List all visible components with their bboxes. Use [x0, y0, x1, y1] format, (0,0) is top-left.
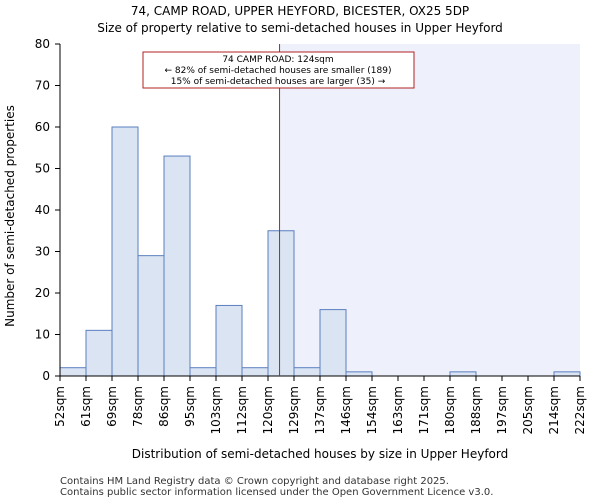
y-tick-label: 10: [35, 328, 50, 342]
x-tick-label: 163sqm: [391, 386, 405, 434]
bar-103sqm: [215, 304, 243, 377]
x-tick-label: 95sqm: [183, 386, 197, 427]
x-tick-label: 78sqm: [131, 386, 145, 427]
y-tick-label: 30: [35, 245, 50, 259]
x-tick-label: 205sqm: [521, 386, 535, 434]
x-tick-label: 137sqm: [313, 386, 327, 434]
chart-title-line2: Size of property relative to semi-detach…: [97, 21, 503, 35]
x-tick-label: 197sqm: [495, 386, 509, 434]
x-tick-label: 112sqm: [235, 386, 249, 434]
annotation-box: [142, 51, 415, 89]
x-tick-label: 222sqm: [573, 386, 587, 434]
y-tick-label: 0: [42, 369, 50, 383]
y-axis-label: Number of semi-detached properties: [3, 105, 17, 327]
bar-137sqm: [319, 309, 347, 377]
annotation-line3: 15% of semi-detached houses are larger (…: [171, 77, 386, 87]
bar-95sqm: [189, 367, 217, 377]
bar-146sqm: [345, 371, 373, 377]
bar-52sqm: [59, 367, 87, 377]
y-tick-label: 20: [35, 286, 50, 300]
chart-title-line1: 74, CAMP ROAD, UPPER HEYFORD, BICESTER, …: [131, 4, 469, 18]
bar-112sqm: [241, 367, 269, 377]
annotation-line2: ← 82% of semi-detached houses are smalle…: [165, 66, 392, 76]
y-tick-label: 50: [35, 162, 50, 176]
x-tick-label: 171sqm: [417, 386, 431, 434]
x-axis-label: Distribution of semi-detached houses by …: [132, 447, 508, 461]
footer-line1: Contains HM Land Registry data © Crown c…: [60, 476, 449, 487]
x-tick-label: 103sqm: [209, 386, 223, 434]
x-tick-label: 154sqm: [365, 386, 379, 434]
x-tick-label: 188sqm: [469, 386, 483, 434]
bar-180sqm: [449, 371, 477, 377]
x-tick-label: 214sqm: [547, 386, 561, 434]
bar-214sqm: [553, 371, 581, 377]
x-tick-label: 180sqm: [443, 386, 457, 434]
x-tick-label: 120sqm: [261, 386, 275, 434]
footer-line2: Contains public sector information licen…: [60, 487, 493, 498]
bar-120sqm: [267, 230, 295, 377]
bar-86sqm: [163, 155, 191, 377]
bar-129sqm: [293, 367, 321, 377]
x-tick-label: 69sqm: [105, 386, 119, 427]
y-ticks-group: 0 10 20 30 40 50 60 70 80: [35, 37, 60, 383]
y-tick-label: 40: [35, 203, 50, 217]
x-tick-label: 129sqm: [287, 386, 301, 434]
y-tick-label: 80: [35, 37, 50, 51]
y-tick-label: 60: [35, 120, 50, 134]
bar-69sqm: [111, 126, 139, 377]
y-tick-label: 70: [35, 79, 50, 93]
x-tick-label: 86sqm: [157, 386, 171, 427]
bar-61sqm: [85, 329, 113, 377]
annotation-line1: 74 CAMP ROAD: 124sqm: [222, 55, 333, 65]
x-tick-label: 52sqm: [53, 386, 67, 427]
x-ticks-group: 52sqm 61sqm 69sqm 78sqm 86sqm 95sqm 103sqm 112s…: [53, 376, 587, 434]
x-tick-label: 61sqm: [79, 386, 93, 427]
bars-group: [59, 126, 581, 377]
bar-78sqm: [137, 255, 165, 377]
x-tick-label: 146sqm: [339, 386, 353, 434]
